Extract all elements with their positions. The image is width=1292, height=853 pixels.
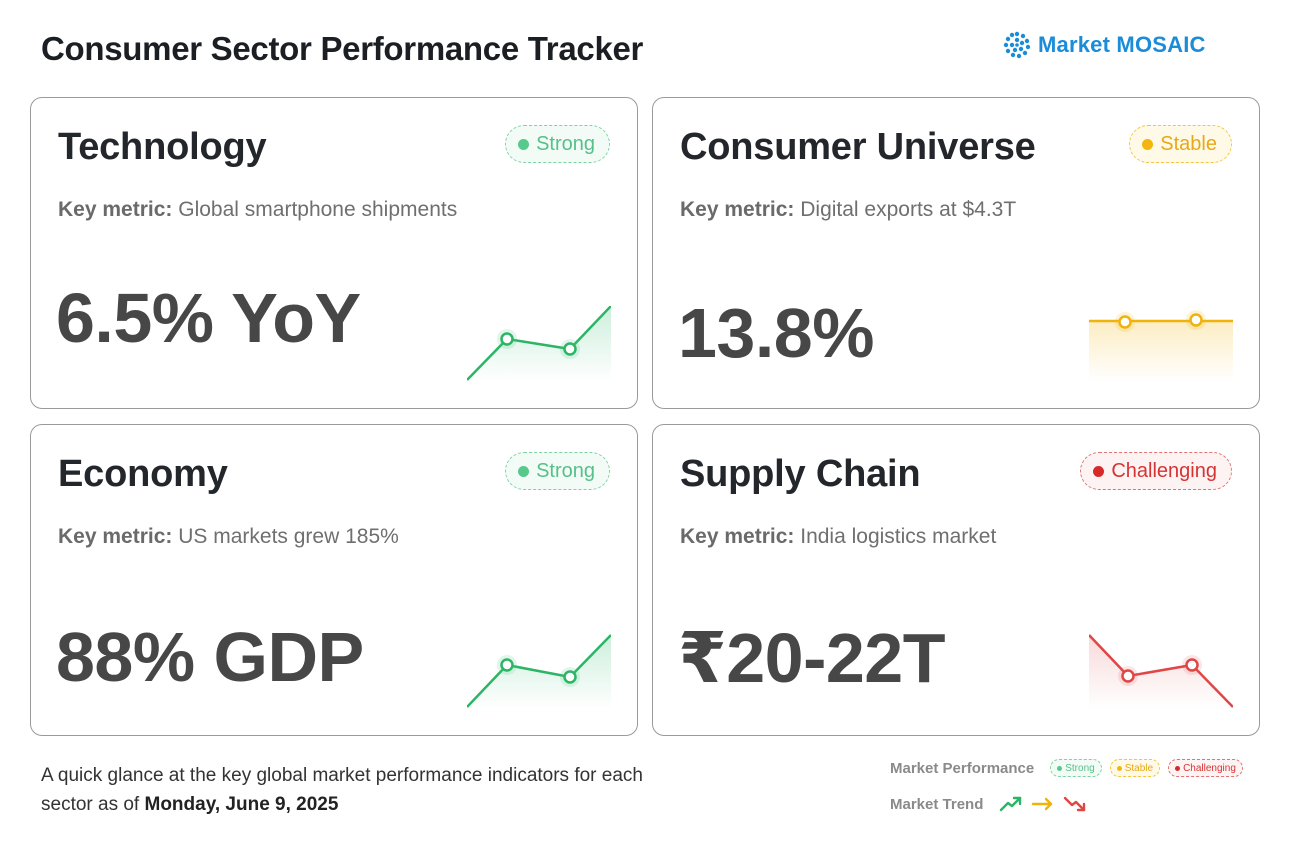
status-badge: Strong: [505, 452, 610, 490]
footer-text: A quick glance at the key global market …: [41, 765, 643, 815]
key-metric: Key metric: Global smartphone shipments: [58, 198, 457, 222]
sector-card-supply-chain: Supply Chain Challenging Key metric: Ind…: [652, 424, 1260, 736]
status-dot-icon: [1116, 765, 1122, 771]
key-metric-label: Key metric:: [58, 198, 173, 221]
legend-badge-label: Strong: [1065, 762, 1095, 774]
sector-card-economy: Economy Strong Key metric: US markets gr…: [30, 424, 638, 736]
key-metric-label: Key metric:: [680, 525, 795, 548]
legend-trend: Market Trend: [890, 795, 1087, 813]
sparkline-up: [467, 634, 611, 709]
status-label: Challenging: [1111, 459, 1217, 482]
metric-value: 88% GDP: [56, 618, 364, 696]
metric-value: 13.8%: [678, 294, 874, 372]
card-title: Technology: [58, 126, 267, 168]
key-metric-label: Key metric:: [680, 198, 795, 221]
key-metric-text: India logistics market: [800, 525, 997, 548]
sector-card-consumer-universe: Consumer Universe Stable Key metric: Dig…: [652, 97, 1260, 409]
key-metric: Key metric: India logistics market: [680, 525, 996, 549]
legend-trend-label: Market Trend: [890, 795, 984, 813]
trend-down-icon: [1064, 796, 1086, 812]
legend-performance-label: Market Performance: [890, 759, 1035, 777]
status-dot-icon: [1057, 765, 1063, 771]
sparkline-up: [467, 306, 611, 382]
legend-badge-stable: Stable: [1109, 759, 1161, 777]
key-metric: Key metric: Digital exports at $4.3T: [680, 198, 1016, 222]
brand-name: Market MOSAIC: [1038, 32, 1206, 57]
footer-description: A quick glance at the key global market …: [41, 761, 681, 819]
sector-card-technology: Technology Strong Key metric: Global sma…: [30, 97, 638, 409]
legend-badge-label: Challenging: [1183, 762, 1236, 774]
sparkline-flat: [1089, 310, 1233, 382]
legend-badge-strong: Strong: [1050, 759, 1102, 777]
status-badge: Strong: [505, 125, 610, 163]
status-label: Strong: [536, 132, 595, 155]
status-dot-icon: [1093, 465, 1105, 477]
status-dot-icon: [518, 465, 530, 477]
key-metric: Key metric: US markets grew 185%: [58, 525, 399, 549]
metric-value: 6.5% YoY: [56, 279, 361, 357]
legend-badge-label: Stable: [1124, 762, 1154, 774]
key-metric-text: US markets grew 185%: [178, 525, 399, 548]
card-title: Supply Chain: [680, 453, 921, 495]
trend-flat-icon: [1032, 797, 1053, 811]
status-label: Strong: [536, 459, 595, 482]
status-label: Stable: [1160, 132, 1217, 155]
legend-badge-challenging: Challenging: [1168, 759, 1243, 777]
status-dot-icon: [518, 138, 530, 150]
metric-value: ₹20-22T: [678, 619, 946, 697]
status-dot-icon: [1142, 138, 1154, 150]
key-metric-text: Digital exports at $4.3T: [800, 198, 1017, 221]
card-title: Economy: [58, 453, 228, 495]
card-title: Consumer Universe: [680, 126, 1036, 168]
status-badge: Challenging: [1080, 452, 1232, 490]
key-metric-text: Global smartphone shipments: [178, 198, 458, 221]
footer-date: Monday, June 9, 2025: [144, 794, 339, 815]
status-badge: Stable: [1129, 125, 1232, 163]
key-metric-label: Key metric:: [58, 525, 173, 548]
status-dot-icon: [1175, 765, 1181, 771]
mosaic-dots-icon: [1003, 31, 1031, 59]
legend-performance: Market Performance Strong Stable Challen…: [890, 759, 1243, 777]
sparkline-down: [1089, 634, 1233, 709]
trend-up-icon: [1000, 796, 1022, 812]
brand-logo: Market MOSAIC: [1003, 31, 1206, 59]
page-title: Consumer Sector Performance Tracker: [41, 30, 644, 67]
